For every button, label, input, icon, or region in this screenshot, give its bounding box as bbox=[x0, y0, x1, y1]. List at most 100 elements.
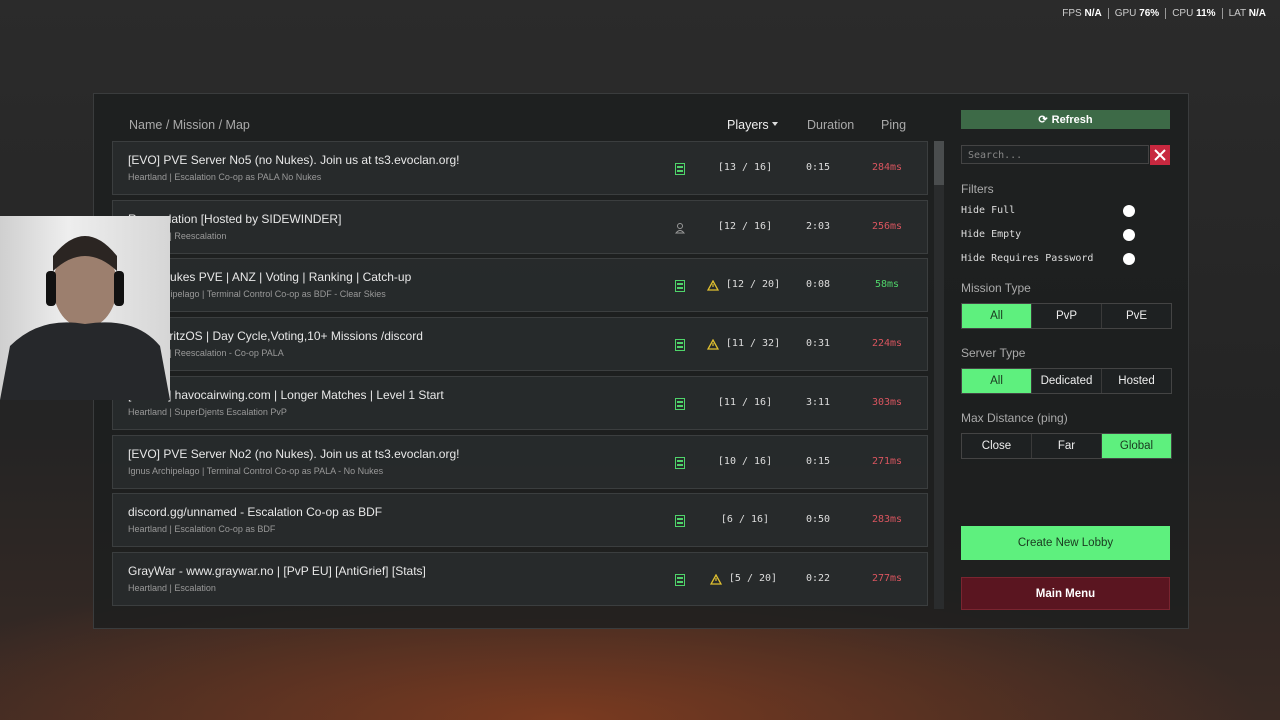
search-input[interactable]: Search... bbox=[961, 145, 1149, 164]
server-row[interactable]: GrayWar - www.graywar.no | [PvP EU] [Ant… bbox=[112, 551, 928, 606]
col-name[interactable]: Name / Mission / Map bbox=[129, 118, 250, 132]
option[interactable]: All bbox=[962, 304, 1031, 328]
warning-triangle bbox=[706, 280, 720, 292]
warning-icon bbox=[709, 572, 723, 590]
ping: 284ms bbox=[871, 162, 903, 173]
host-icon bbox=[674, 221, 686, 234]
value: 11% bbox=[1196, 8, 1216, 19]
toggle[interactable] bbox=[1123, 205, 1135, 217]
value: N/A bbox=[1248, 8, 1266, 19]
option[interactable]: PvE bbox=[1101, 304, 1171, 328]
server-row[interactable]: [HCWP] havocairwing.com | Longer Matches… bbox=[112, 375, 928, 430]
refresh-icon: ⟳ bbox=[1038, 114, 1048, 126]
toggle[interactable] bbox=[1123, 253, 1135, 265]
segmented-control: All Dedicated Hosted bbox=[961, 368, 1172, 394]
webcam-figure bbox=[0, 236, 170, 400]
warning-triangle bbox=[709, 573, 723, 585]
warning-triangle bbox=[706, 338, 720, 350]
ping: 283ms bbox=[871, 514, 903, 526]
filters-title: Filters bbox=[961, 182, 994, 196]
option[interactable]: Global bbox=[1101, 434, 1171, 458]
players: [12 / 16] bbox=[717, 220, 773, 232]
players: [11 / 16] bbox=[717, 396, 773, 408]
col-duration[interactable]: Duration bbox=[807, 118, 855, 132]
webcam bbox=[0, 216, 170, 400]
ping: 277ms bbox=[871, 572, 903, 584]
server-name: [EVO] PVE Server No2 (no Nukes). Join us… bbox=[128, 446, 460, 461]
server-detail: Heartland | Escalation bbox=[128, 582, 216, 593]
scrollbar[interactable] bbox=[934, 141, 944, 609]
server-name: Reescalation [Hosted by SIDEWINDER] bbox=[128, 211, 342, 226]
players: [6 / 16] bbox=[720, 514, 770, 526]
label: Refresh bbox=[1051, 113, 1093, 126]
players: [13 / 16] bbox=[717, 162, 773, 173]
option[interactable]: All bbox=[962, 369, 1031, 393]
server-icon bbox=[675, 163, 685, 175]
refresh-button[interactable]: ⟳ Refresh bbox=[961, 110, 1170, 129]
host-icon bbox=[675, 514, 685, 528]
gpu: GPU 76% bbox=[1107, 8, 1160, 19]
server-detail: Heartland | Escalation Co-op as BDF bbox=[128, 524, 276, 535]
duration: 0:31 bbox=[805, 338, 831, 350]
group-title: Max Distance (ping) bbox=[961, 411, 1068, 425]
scroll-thumb[interactable] bbox=[934, 141, 944, 185]
server-detail: Heartland | Reescalation bbox=[128, 230, 227, 241]
server-detail: Ignus Archipelago | Terminal Control Co-… bbox=[128, 289, 386, 300]
value: 76% bbox=[1139, 8, 1160, 19]
person-icon bbox=[674, 222, 686, 234]
value: N/A bbox=[1084, 8, 1102, 19]
x-icon bbox=[1154, 149, 1166, 161]
label: FPS bbox=[1062, 8, 1082, 19]
option[interactable]: Far bbox=[1031, 434, 1101, 458]
main-menu-button[interactable]: Main Menu bbox=[961, 577, 1170, 610]
server-icon bbox=[675, 456, 685, 469]
perf-overlay: FPS N/A GPU 76% CPU 11% LAT N/A bbox=[1062, 8, 1266, 19]
option[interactable]: Close bbox=[962, 434, 1031, 458]
host-icon bbox=[675, 162, 685, 175]
server-row[interactable]: Tomosnukes PVE | ANZ | Voting | Ranking … bbox=[112, 258, 928, 313]
server-row[interactable]: [AE1] CritzOS | Day Cycle,Voting,10+ Mis… bbox=[112, 317, 928, 372]
host-icon bbox=[675, 397, 685, 410]
clear-search[interactable] bbox=[1150, 145, 1170, 165]
players: [12 / 20] bbox=[725, 279, 781, 291]
ping: 271ms bbox=[871, 455, 903, 467]
warning-icon bbox=[706, 278, 720, 296]
server-name: Tomosnukes PVE | ANZ | Voting | Ranking … bbox=[128, 270, 412, 285]
server-icon bbox=[675, 339, 685, 352]
col-ping[interactable]: Ping bbox=[881, 118, 907, 132]
option[interactable]: PvP bbox=[1031, 304, 1101, 328]
sort-arrow bbox=[771, 122, 778, 129]
host-icon bbox=[675, 338, 685, 352]
ping: 58ms bbox=[874, 279, 900, 291]
label: LAT bbox=[1228, 8, 1246, 19]
ping: 303ms bbox=[871, 396, 903, 408]
server-row[interactable]: Reescalation [Hosted by SIDEWINDER] Heart… bbox=[112, 199, 928, 254]
duration: 0:50 bbox=[805, 514, 831, 526]
duration: 0:22 bbox=[805, 572, 831, 584]
server-name: [HCWP] havocairwing.com | Longer Matches… bbox=[128, 387, 444, 402]
group-title: Server Type bbox=[961, 346, 1026, 360]
create-lobby-button[interactable]: Create New Lobby bbox=[961, 526, 1170, 560]
server-name: discord.gg/unnamed - Escalation Co-op as… bbox=[128, 505, 383, 520]
server-row[interactable]: discord.gg/unnamed - Escalation Co-op as… bbox=[112, 493, 928, 548]
server-row[interactable]: [EVO] PVE Server No2 (no Nukes). Join us… bbox=[112, 434, 928, 489]
option[interactable]: Dedicated bbox=[1031, 369, 1101, 393]
server-name: [EVO] PVE Server No5 (no Nukes). Join us… bbox=[128, 153, 460, 167]
toggle[interactable] bbox=[1123, 229, 1135, 241]
option[interactable]: Hosted bbox=[1101, 369, 1171, 393]
duration: 0:08 bbox=[805, 279, 831, 291]
ping: 224ms bbox=[871, 338, 903, 350]
server-icon bbox=[675, 280, 685, 293]
host-icon bbox=[675, 456, 685, 469]
server-detail: Ignus Archipelago | Terminal Control Co-… bbox=[128, 465, 384, 476]
label: Players bbox=[727, 118, 769, 132]
label: GPU bbox=[1114, 8, 1137, 19]
group-title: Mission Type bbox=[961, 281, 1031, 295]
server-row[interactable]: [EVO] PVE Server No5 (no Nukes). Join us… bbox=[112, 141, 928, 195]
col-players[interactable]: Players bbox=[727, 118, 778, 132]
players: [5 / 20] bbox=[728, 572, 778, 584]
server-detail: Heartland | SuperDjents Escalation PvP bbox=[128, 406, 287, 417]
players: [10 / 16] bbox=[717, 455, 773, 467]
duration: 0:15 bbox=[805, 162, 831, 173]
